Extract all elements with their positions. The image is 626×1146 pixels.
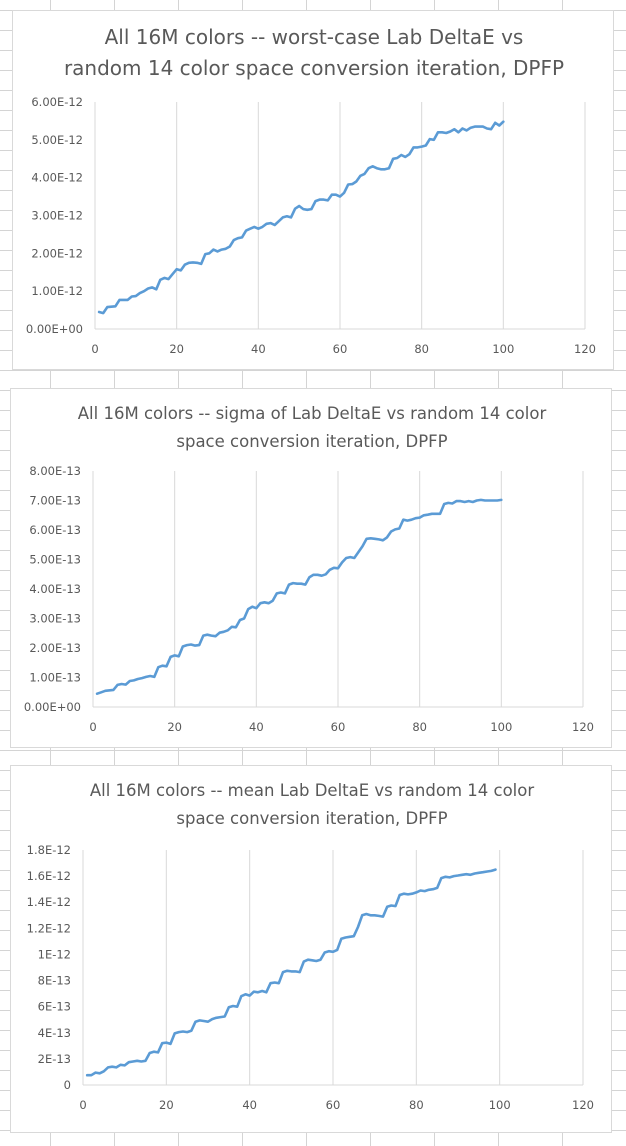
series-line-1 (95, 498, 503, 695)
y-tick-label: 5.00E-12 (31, 133, 83, 147)
chart-title-line-2: random 14 color space conversion iterati… (64, 56, 564, 80)
y-tick-label: 1.8E-12 (27, 843, 71, 857)
y-tick-label: 2.00E-12 (31, 246, 83, 260)
x-tick-label: 0 (89, 720, 96, 734)
x-tick-label: 80 (412, 720, 427, 734)
x-tick-label: 60 (326, 1098, 341, 1112)
y-tick-label: 6.00E-13 (29, 523, 81, 537)
y-tick-label: 1E-12 (38, 947, 71, 961)
y-tick-label: 8.00E-13 (29, 464, 81, 478)
series-line-1 (97, 120, 505, 315)
y-tick-label: 6.00E-12 (31, 95, 83, 109)
chart-sigma-deltae: All 16M colors -- sigma of Lab DeltaE vs… (10, 388, 612, 748)
y-tick-label: 1.2E-12 (27, 921, 71, 935)
y-tick-label: 0.00E+00 (26, 322, 83, 336)
x-tick-label: 0 (79, 1098, 86, 1112)
y-tick-label: 0.00E+00 (24, 700, 81, 714)
chart-title-line-1: All 16M colors -- worst-case Lab DeltaE … (105, 25, 524, 49)
chart-title-line-2: space conversion iteration, DPFP (176, 432, 447, 451)
x-tick-label: 60 (331, 720, 346, 734)
chart-title-line-1: All 16M colors -- mean Lab DeltaE vs ran… (90, 781, 534, 800)
x-tick-label: 40 (251, 342, 266, 356)
y-tick-label: 4E-13 (38, 1026, 71, 1040)
chart-title-line-1: All 16M colors -- sigma of Lab DeltaE vs… (78, 404, 547, 423)
x-tick-label: 100 (490, 720, 512, 734)
x-tick-label: 120 (574, 342, 596, 356)
x-tick-label: 80 (409, 1098, 424, 1112)
y-tick-label: 1.6E-12 (27, 869, 71, 883)
y-tick-label: 8E-13 (38, 974, 71, 988)
y-tick-label: 1.00E-12 (31, 284, 83, 298)
y-tick-label: 1.00E-13 (29, 671, 81, 685)
x-tick-label: 20 (169, 342, 184, 356)
chart-mean-deltae: All 16M colors -- mean Lab DeltaE vs ran… (10, 765, 612, 1133)
series-line-1 (85, 868, 497, 1077)
x-tick-label: 120 (572, 1098, 594, 1112)
y-tick-label: 7.00E-13 (29, 494, 81, 508)
y-tick-label: 3.00E-13 (29, 612, 81, 626)
y-tick-label: 5.00E-13 (29, 553, 81, 567)
y-tick-label: 1.4E-12 (27, 895, 71, 909)
x-tick-label: 40 (249, 720, 264, 734)
x-tick-label: 40 (242, 1098, 257, 1112)
chart-svg: All 16M colors -- sigma of Lab DeltaE vs… (24, 404, 594, 734)
y-tick-label: 0 (64, 1078, 71, 1092)
x-tick-label: 100 (492, 342, 514, 356)
x-tick-label: 120 (572, 720, 594, 734)
x-tick-label: 60 (333, 342, 348, 356)
chart-title-line-2: space conversion iteration, DPFP (176, 809, 447, 828)
chart-svg: All 16M colors -- worst-case Lab DeltaE … (26, 25, 596, 356)
y-tick-label: 2.00E-13 (29, 641, 81, 655)
chart-worst-case-deltae: All 16M colors -- worst-case Lab DeltaE … (12, 10, 614, 370)
x-tick-label: 20 (167, 720, 182, 734)
chart-svg: All 16M colors -- mean Lab DeltaE vs ran… (27, 781, 594, 1112)
x-tick-label: 100 (489, 1098, 511, 1112)
y-tick-label: 4.00E-12 (31, 171, 83, 185)
x-tick-label: 20 (159, 1098, 174, 1112)
x-tick-label: 80 (414, 342, 429, 356)
y-tick-label: 3.00E-12 (31, 209, 83, 223)
y-tick-label: 2E-13 (38, 1052, 71, 1066)
y-tick-label: 6E-13 (38, 1000, 71, 1014)
y-tick-label: 4.00E-13 (29, 582, 81, 596)
x-tick-label: 0 (91, 342, 98, 356)
